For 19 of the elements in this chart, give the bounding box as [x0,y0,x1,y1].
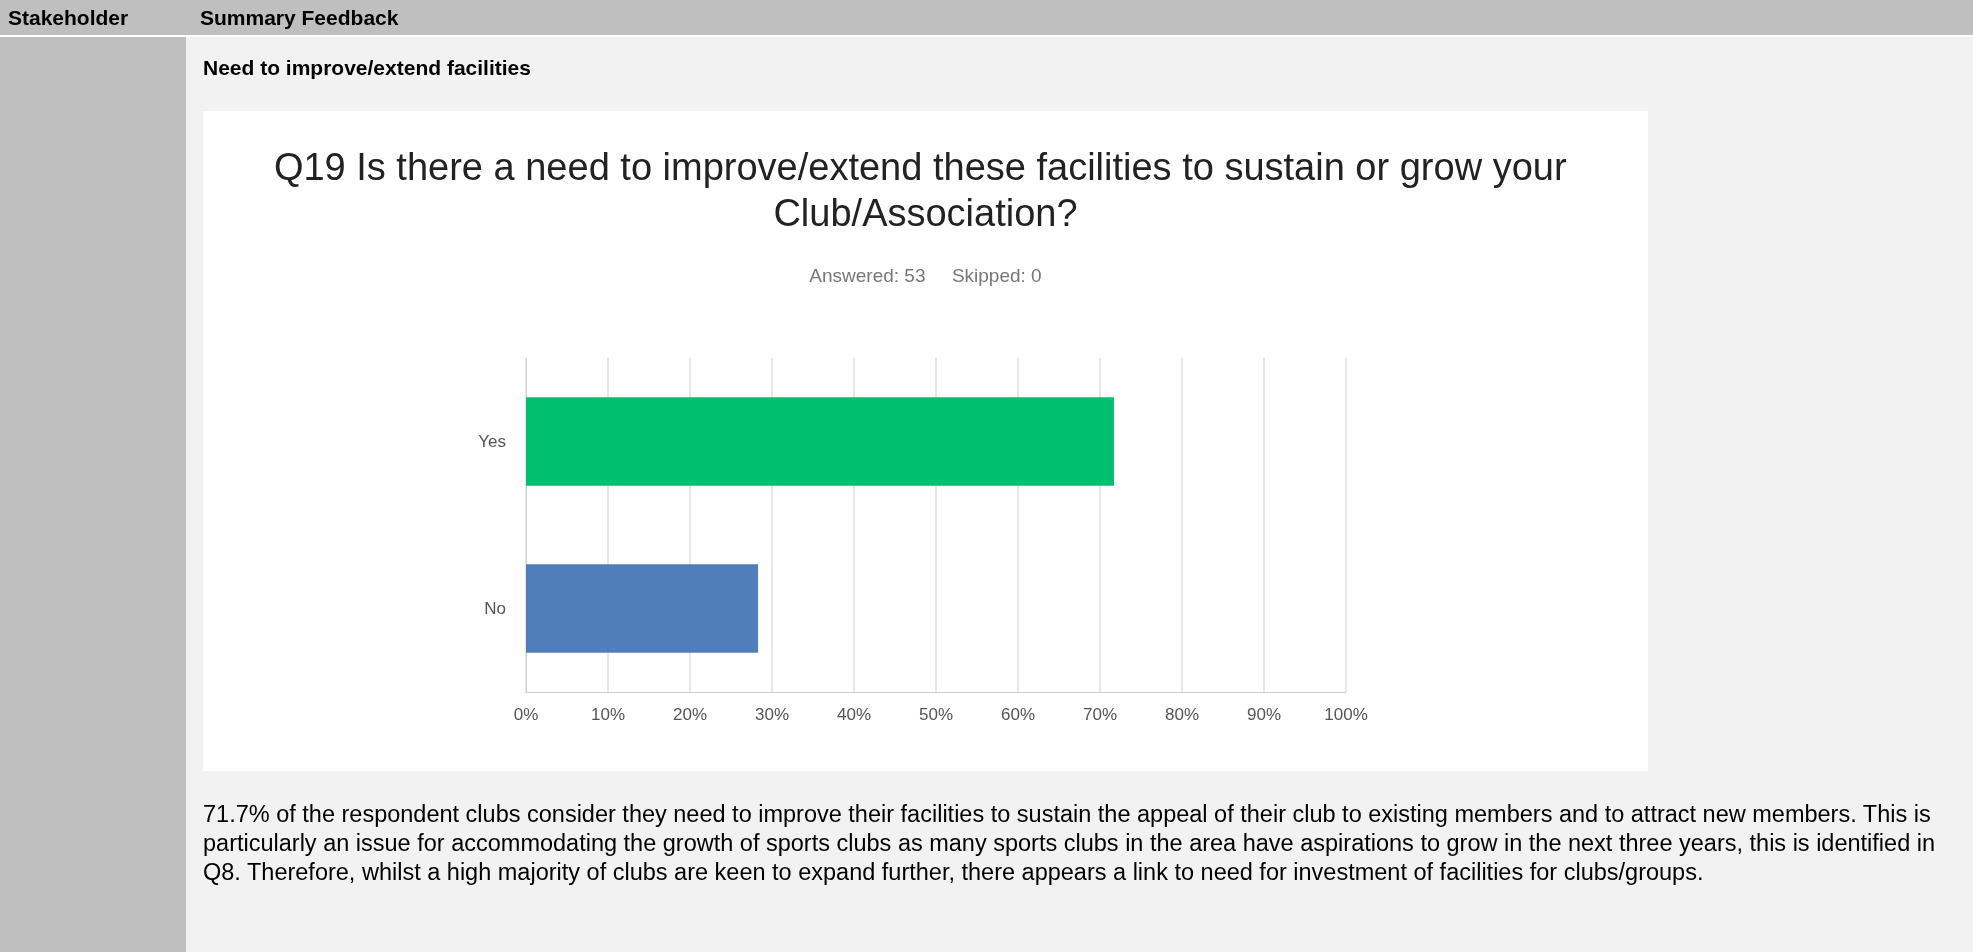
y-tick-label: Yes [478,432,506,451]
x-tick-label: 70% [1082,705,1118,724]
x-tick-label: 60% [1000,705,1036,724]
x-tick-label: 20% [672,705,708,724]
x-tick-label: 80% [1164,705,1200,724]
text: Need to improve/extend facilities [203,56,531,80]
chart-title: Q19 Is there a need to improve/extend these facilities to sustain or grow your Club/Association? [273,146,1578,234]
x-tick-label: 50% [918,705,954,724]
y-tick-label: No [484,599,506,618]
x-tick-label: 30% [754,705,790,724]
text: Summary Feedback [200,6,399,30]
x-tick-label: 0% [513,705,539,724]
x-tick-label: 40% [836,705,872,724]
x-tick-label: 90% [1246,705,1282,724]
x-tick-label: 100% [1324,705,1368,724]
text: Stakeholder [8,6,129,30]
x-tick-label: 10% [590,705,626,724]
chart-subtitle: Answered: 53 Skipped: 0 [809,265,1042,286]
text: 71.7% of the respondent clubs consider they need to improve their facilities to sustain the appeal of their club to existing members and to attract new members. This is particularly an issue for accommodating the growth of sports clubs as many sports clubs in the area have aspirations to grow in the next three years, this is identified in Q8. Therefore, whilst a high majority of clubs are keen to expand further, there appears a link to need for investment of facilities for clubs/groups. [203,800,1937,887]
